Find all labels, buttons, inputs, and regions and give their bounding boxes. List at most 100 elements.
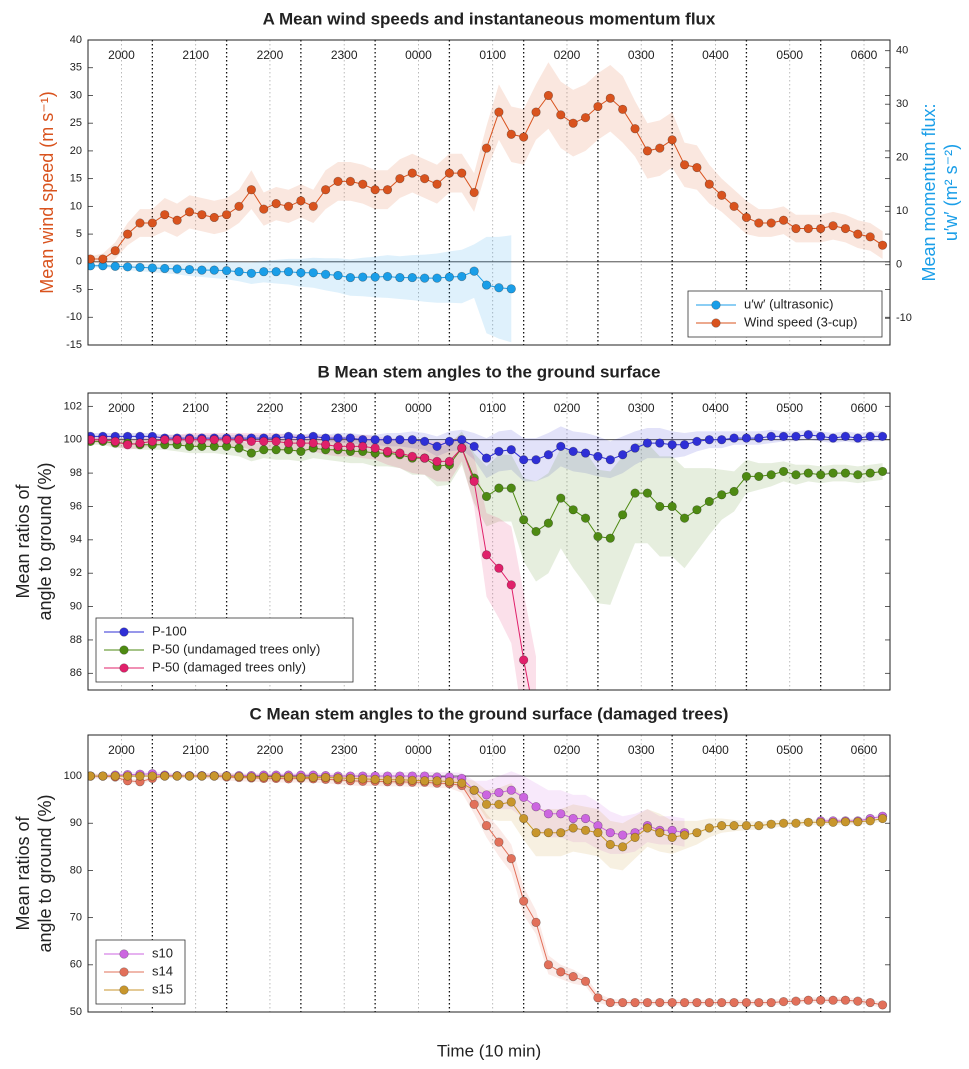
data-point [271, 198, 281, 209]
y-tick-label: 0 [76, 256, 82, 268]
data-point [147, 263, 157, 273]
data-point [296, 446, 306, 456]
data-point [618, 997, 628, 1008]
x-tick-label: 0600 [851, 401, 878, 415]
x-tick-label: 2300 [331, 743, 358, 757]
y-axis-label: angle to ground (%) [35, 794, 55, 952]
x-tick-label: 2200 [257, 743, 284, 757]
data-point [754, 997, 764, 1008]
data-point [642, 146, 653, 156]
data-point [679, 997, 690, 1008]
data-point [754, 821, 764, 831]
data-point [407, 435, 417, 445]
data-point [642, 823, 653, 833]
y-tick-label: 35 [70, 62, 82, 74]
data-point [420, 174, 430, 184]
data-point [766, 431, 776, 441]
data-point [345, 176, 355, 187]
error-band [90, 433, 536, 690]
data-point [840, 223, 851, 234]
x-tick-label: 0000 [405, 401, 432, 415]
data-point [506, 129, 516, 139]
data-point [692, 436, 702, 446]
data-point [283, 772, 294, 782]
x-tick-label: 0400 [702, 743, 729, 757]
data-point [184, 771, 195, 781]
data-point [556, 441, 566, 451]
data-point [630, 488, 640, 498]
data-point [605, 533, 615, 543]
x-tick-label: 2100 [182, 48, 209, 62]
data-point [729, 821, 739, 831]
error-band [90, 772, 883, 1008]
y-tick-label: 30 [70, 89, 82, 101]
data-point [816, 223, 826, 234]
data-point [358, 179, 368, 189]
data-point [877, 1000, 888, 1010]
data-point [853, 433, 863, 443]
data-point [494, 799, 504, 809]
plot-frame [87, 39, 891, 346]
error-band [90, 771, 883, 854]
data-point [481, 550, 492, 560]
plot-frame [87, 734, 891, 1013]
data-point [531, 107, 541, 117]
data-point [444, 436, 454, 446]
data-point [679, 440, 690, 450]
data-point [717, 190, 727, 200]
x-tick-label: 0300 [628, 743, 655, 757]
data-point [605, 839, 615, 850]
data-point [370, 435, 380, 445]
data-point [630, 124, 640, 134]
data-point [259, 436, 269, 446]
data-point [184, 264, 195, 275]
x-tick-label: 2100 [182, 401, 209, 415]
data-point [172, 264, 182, 274]
legend-marker [119, 627, 129, 637]
data-point [420, 453, 430, 463]
data-point [370, 272, 380, 282]
error-band [90, 62, 883, 265]
data-point [506, 445, 516, 455]
data-point [543, 90, 554, 101]
data-point [704, 496, 714, 507]
data-point [840, 468, 851, 478]
x-tick-label: 0500 [776, 48, 803, 62]
data-point [704, 823, 714, 833]
data-point [160, 210, 170, 220]
x-tick-label: 0500 [776, 401, 803, 415]
data-point [407, 168, 417, 178]
data-point [457, 778, 467, 788]
data-point [791, 431, 801, 441]
data-point [395, 775, 405, 785]
data-point [432, 273, 442, 283]
data-point [630, 832, 640, 843]
data-point [432, 179, 442, 189]
data-point [432, 776, 442, 786]
data-point [741, 433, 752, 443]
data-point [184, 435, 195, 445]
data-point [407, 775, 417, 785]
data-point [469, 785, 479, 795]
data-point [283, 201, 294, 211]
data-point [506, 797, 516, 807]
x-tick-label: 2100 [182, 743, 209, 757]
data-point [197, 265, 207, 275]
data-point [88, 771, 96, 781]
data-point [754, 471, 764, 482]
y-tick-label: -15 [66, 339, 82, 351]
y-tick-label: 96 [70, 500, 82, 512]
data-point [172, 435, 182, 445]
data-point [172, 215, 182, 225]
data-point [853, 229, 863, 239]
y2-axis-label: Mean momentum flux: [919, 103, 939, 281]
data-point [717, 490, 727, 500]
data-point [234, 443, 244, 453]
legend-marker [119, 663, 129, 673]
legend-label: s15 [152, 981, 173, 996]
data-point [469, 187, 479, 198]
data-point [741, 821, 752, 831]
data-point [469, 266, 479, 276]
data-point [679, 160, 690, 170]
data-point [865, 816, 875, 826]
